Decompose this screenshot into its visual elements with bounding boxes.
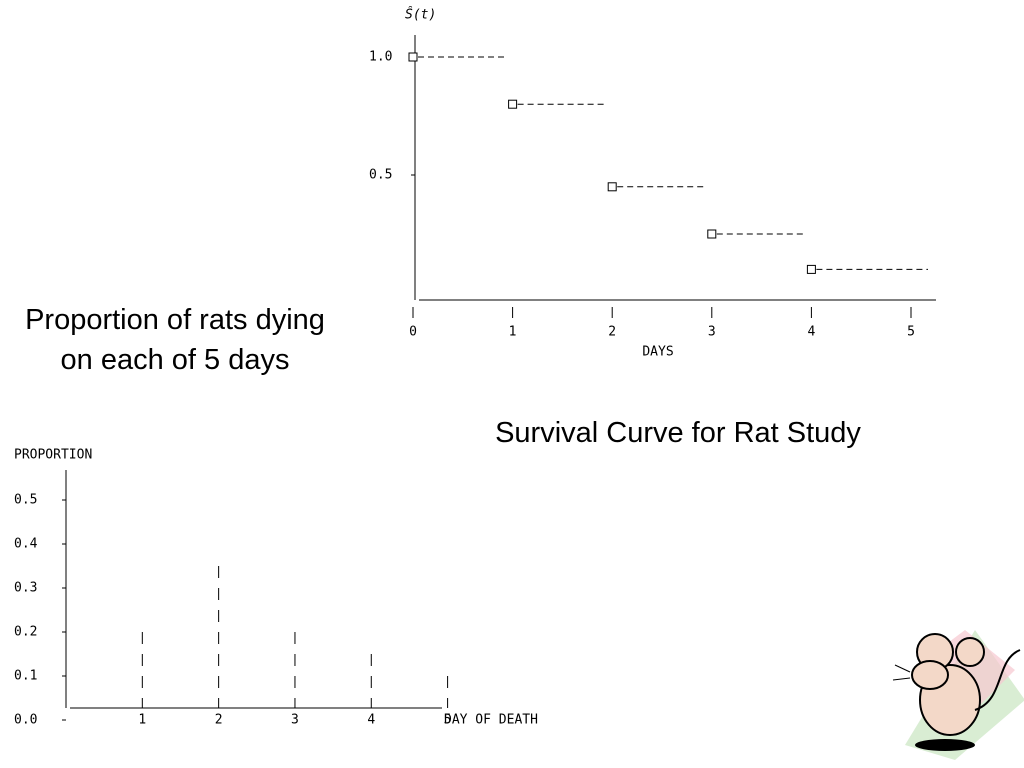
x-tick-label: 4 <box>367 713 375 728</box>
y-tick-label: 0.3 <box>14 581 37 596</box>
survival-point <box>408 52 418 62</box>
x-tick-label: 2 <box>215 713 223 728</box>
x-axis-label: DAY OF DEATH <box>444 713 538 728</box>
x-tick-label: 5 <box>907 325 915 340</box>
y-tick-label: 0.2 <box>14 625 37 640</box>
y-tick-label: 0.5 <box>14 493 37 508</box>
x-tick-label: 2 <box>608 325 616 340</box>
x-axis-label: DAYS <box>642 345 673 360</box>
survival-point <box>508 99 518 109</box>
mouse-clipart <box>892 630 1024 760</box>
survival-point <box>707 229 717 239</box>
y-tick-label: 0.0 <box>14 713 37 728</box>
x-tick-label: 3 <box>708 325 716 340</box>
x-tick-label: 5 <box>444 713 452 728</box>
y-axis-label: PROPORTION <box>14 448 92 463</box>
x-tick-label: 0 <box>409 325 417 340</box>
y-tick-label: 0.5 <box>369 168 392 183</box>
x-tick-label: 4 <box>807 325 815 340</box>
x-tick-label: 1 <box>138 713 146 728</box>
chart-title: Proportion of rats dying on each of 5 da… <box>25 304 325 376</box>
survival-point <box>806 264 816 274</box>
x-tick-label: 1 <box>509 325 517 340</box>
chart-title: Survival Curve for Rat Study <box>495 417 861 449</box>
survival-point <box>607 182 617 192</box>
y-axis-label: Ŝ(t) <box>405 7 436 23</box>
y-tick-label: 0.1 <box>14 669 37 684</box>
y-tick-label: 1.0 <box>369 50 392 65</box>
y-tick-label: 0.4 <box>14 537 38 552</box>
x-tick-label: 3 <box>291 713 299 728</box>
